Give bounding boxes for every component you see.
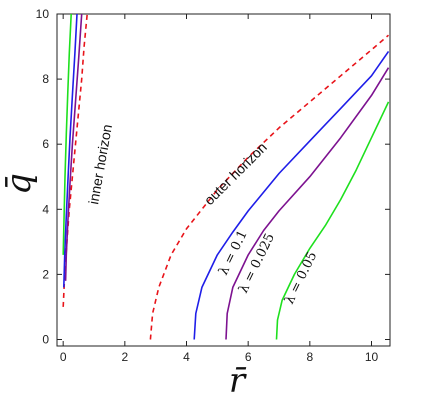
- plot-frame: [56, 13, 391, 347]
- y-tick-label: 0: [42, 332, 49, 346]
- x-tick-label: 6: [245, 350, 252, 364]
- x-tick-label: 4: [183, 350, 190, 364]
- series-line-2: [225, 67, 390, 340]
- y-tick-label: 10: [36, 7, 50, 21]
- series-line-0: [149, 34, 390, 340]
- y-tick-label: 4: [42, 202, 49, 216]
- tick-group: 0 2 4 6 8 10 0 2 4 6 8 10: [36, 7, 390, 364]
- x-tick-label: 0: [60, 350, 67, 364]
- y-tick-label: 8: [42, 72, 49, 86]
- x-tick-label: 8: [306, 350, 313, 364]
- y-tick-label: 2: [42, 267, 49, 281]
- x-tick-label: 10: [365, 350, 379, 364]
- x-tick-label: 2: [121, 350, 128, 364]
- series-line-5: [64, 14, 83, 281]
- series-line-7: [62, 14, 72, 255]
- series-line-6: [63, 14, 78, 288]
- series-group: [62, 14, 390, 340]
- y-axis-label: q̄: [0, 173, 39, 195]
- y-tick-label: 6: [42, 137, 49, 151]
- series-line-1: [193, 50, 390, 340]
- series-line-3: [275, 101, 390, 340]
- x-axis-label: r̄: [229, 361, 247, 401]
